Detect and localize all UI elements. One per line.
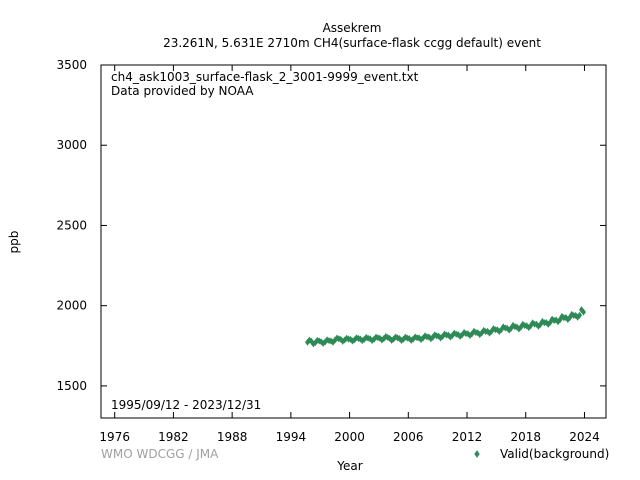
data-point xyxy=(367,335,373,343)
y-axis: 1500 2000 2500 3000 3500 xyxy=(56,58,606,393)
data-point xyxy=(426,333,432,341)
y-tick-label: 2500 xyxy=(56,218,87,232)
x-tick-label: 1988 xyxy=(217,430,248,444)
y-tick-label: 1500 xyxy=(56,379,87,393)
y-axis-label: ppb xyxy=(7,231,21,254)
data-point xyxy=(577,311,583,319)
data-point xyxy=(406,335,412,343)
x-tick-label: 2018 xyxy=(510,430,541,444)
x-tick-label: 2012 xyxy=(452,430,483,444)
annotation-provider: Data provided by NOAA xyxy=(111,84,254,98)
annotation-filename: ch4_ask1003_surface-flask_2_3001-9999_ev… xyxy=(111,70,419,84)
annotation-period: 1995/09/12 - 2023/12/31 xyxy=(111,398,261,412)
x-tick-label: 2006 xyxy=(393,430,424,444)
x-tick-label: 1976 xyxy=(99,430,130,444)
y-tick-label: 3000 xyxy=(56,138,87,152)
legend-label: Valid(background) xyxy=(500,447,609,461)
y-tick-label: 3500 xyxy=(56,58,87,72)
data-point xyxy=(524,322,530,330)
data-point xyxy=(581,308,586,316)
legend: Valid(background) xyxy=(474,447,609,461)
series-valid-background xyxy=(305,306,586,348)
x-tick-label: 1994 xyxy=(276,430,307,444)
plot-area xyxy=(100,64,607,419)
data-point xyxy=(534,320,539,328)
data-point xyxy=(455,331,461,339)
x-tick-label: 2000 xyxy=(334,430,365,444)
x-tick-label: 2024 xyxy=(569,430,600,444)
data-point xyxy=(475,329,481,337)
x-tick-label: 1982 xyxy=(158,430,189,444)
data-point xyxy=(573,311,579,319)
data-point xyxy=(387,334,393,342)
y-tick-label: 2000 xyxy=(56,299,87,313)
chart-title-line1: Assekrem xyxy=(323,21,382,35)
legend-marker xyxy=(474,450,480,458)
x-axis-label: Year xyxy=(336,459,362,473)
credit-text: WMO WDCGG / JMA xyxy=(101,447,219,461)
chart-title-line2: 23.261N, 5.631E 2710m CH4(surface-flask … xyxy=(163,36,541,50)
x-axis: 1976 1982 1988 1994 2000 2006 2012 2018 2024 xyxy=(99,65,600,444)
